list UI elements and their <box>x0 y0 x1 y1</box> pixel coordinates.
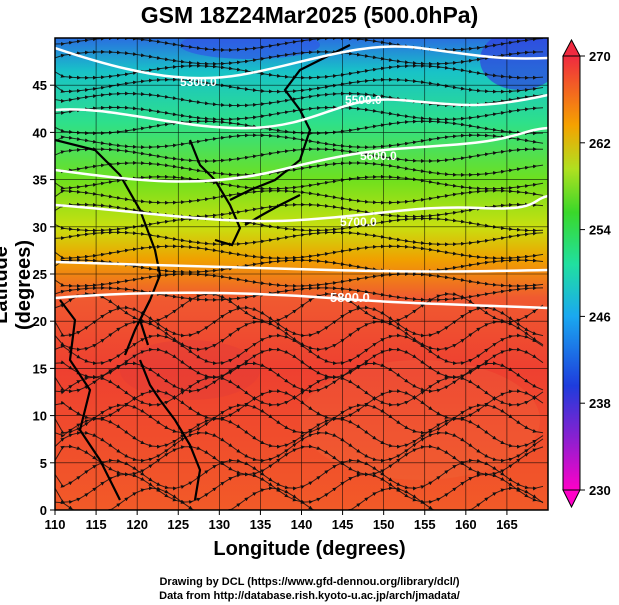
colorbar: 270 262 254 246 238 230 <box>562 38 611 509</box>
streamline <box>55 77 544 94</box>
x-tick-label: 140 <box>291 517 313 532</box>
x-tick-label: 125 <box>167 517 189 532</box>
colorbar-tick-label: 246 <box>589 309 611 324</box>
streamline <box>55 486 544 510</box>
y-tick-label: 5 <box>40 456 47 471</box>
x-tick-label: 120 <box>126 517 148 532</box>
contour-label: 5800.0 <box>330 290 370 305</box>
x-axis-label: Longitude (degrees) <box>213 538 406 560</box>
colorbar-tick-label: 230 <box>589 483 611 498</box>
x-tick-label: 115 <box>86 517 107 532</box>
y-tick-label: 10 <box>33 409 47 424</box>
streamline <box>55 244 544 261</box>
contour-label: 5600.0 <box>360 149 397 163</box>
x-axis: 110 115 120 125 130 135 140 145 150 155 160 165 <box>45 510 518 532</box>
x-tick-label: 155 <box>414 517 436 532</box>
x-tick-label: 110 <box>45 517 66 532</box>
contour-label: 5700.0 <box>340 215 377 229</box>
x-tick-label: 165 <box>496 517 518 532</box>
y-axis: 0 5 10 15 20 25 30 35 40 45 <box>33 78 55 518</box>
streamline <box>55 202 544 219</box>
chart-title: GSM 18Z24Mar2025 (500.0hPa) <box>140 2 479 28</box>
x-tick-label: 160 <box>455 517 477 532</box>
contour-label: 5300.0 <box>180 75 217 89</box>
y-tick-label: 35 <box>33 173 47 188</box>
colorbar-tick-label: 270 <box>589 49 611 64</box>
colorbar-tick-label: 254 <box>589 223 611 238</box>
y-tick-label: 20 <box>33 314 47 329</box>
x-tick-label: 130 <box>208 517 230 532</box>
y-tick-label: 15 <box>33 361 47 376</box>
streamline <box>55 63 544 80</box>
streamline <box>55 258 544 275</box>
streamline <box>55 49 544 66</box>
height-contours <box>55 45 548 310</box>
streamline <box>55 38 544 53</box>
x-tick-label: 145 <box>332 517 354 532</box>
x-tick-label: 150 <box>373 517 395 532</box>
streamline <box>55 188 544 205</box>
y-tick-label: 25 <box>33 267 47 282</box>
credit-line-1: Drawing by DCL (https://www.gfd-dennou.o… <box>159 576 460 588</box>
wind-streamlines <box>55 38 544 510</box>
x-tick-label: 135 <box>250 517 272 532</box>
credit-line-2: Data from http://database.rish.kyoto-u.a… <box>159 590 460 602</box>
contour-label: 5500.0 <box>345 93 382 107</box>
y-tick-label: 40 <box>33 125 47 140</box>
y-tick-label: 0 <box>40 503 47 518</box>
colorbar-tick-label: 238 <box>589 396 611 411</box>
streamline <box>55 147 544 164</box>
streamline <box>55 119 544 136</box>
streamline <box>55 230 544 247</box>
y-tick-label: 45 <box>33 78 47 93</box>
colorbar-tick-label: 262 <box>589 136 611 151</box>
y-tick-label: 30 <box>33 220 47 235</box>
y-axis-label: Latitude (degrees) <box>0 239 35 331</box>
streamline <box>55 133 544 150</box>
